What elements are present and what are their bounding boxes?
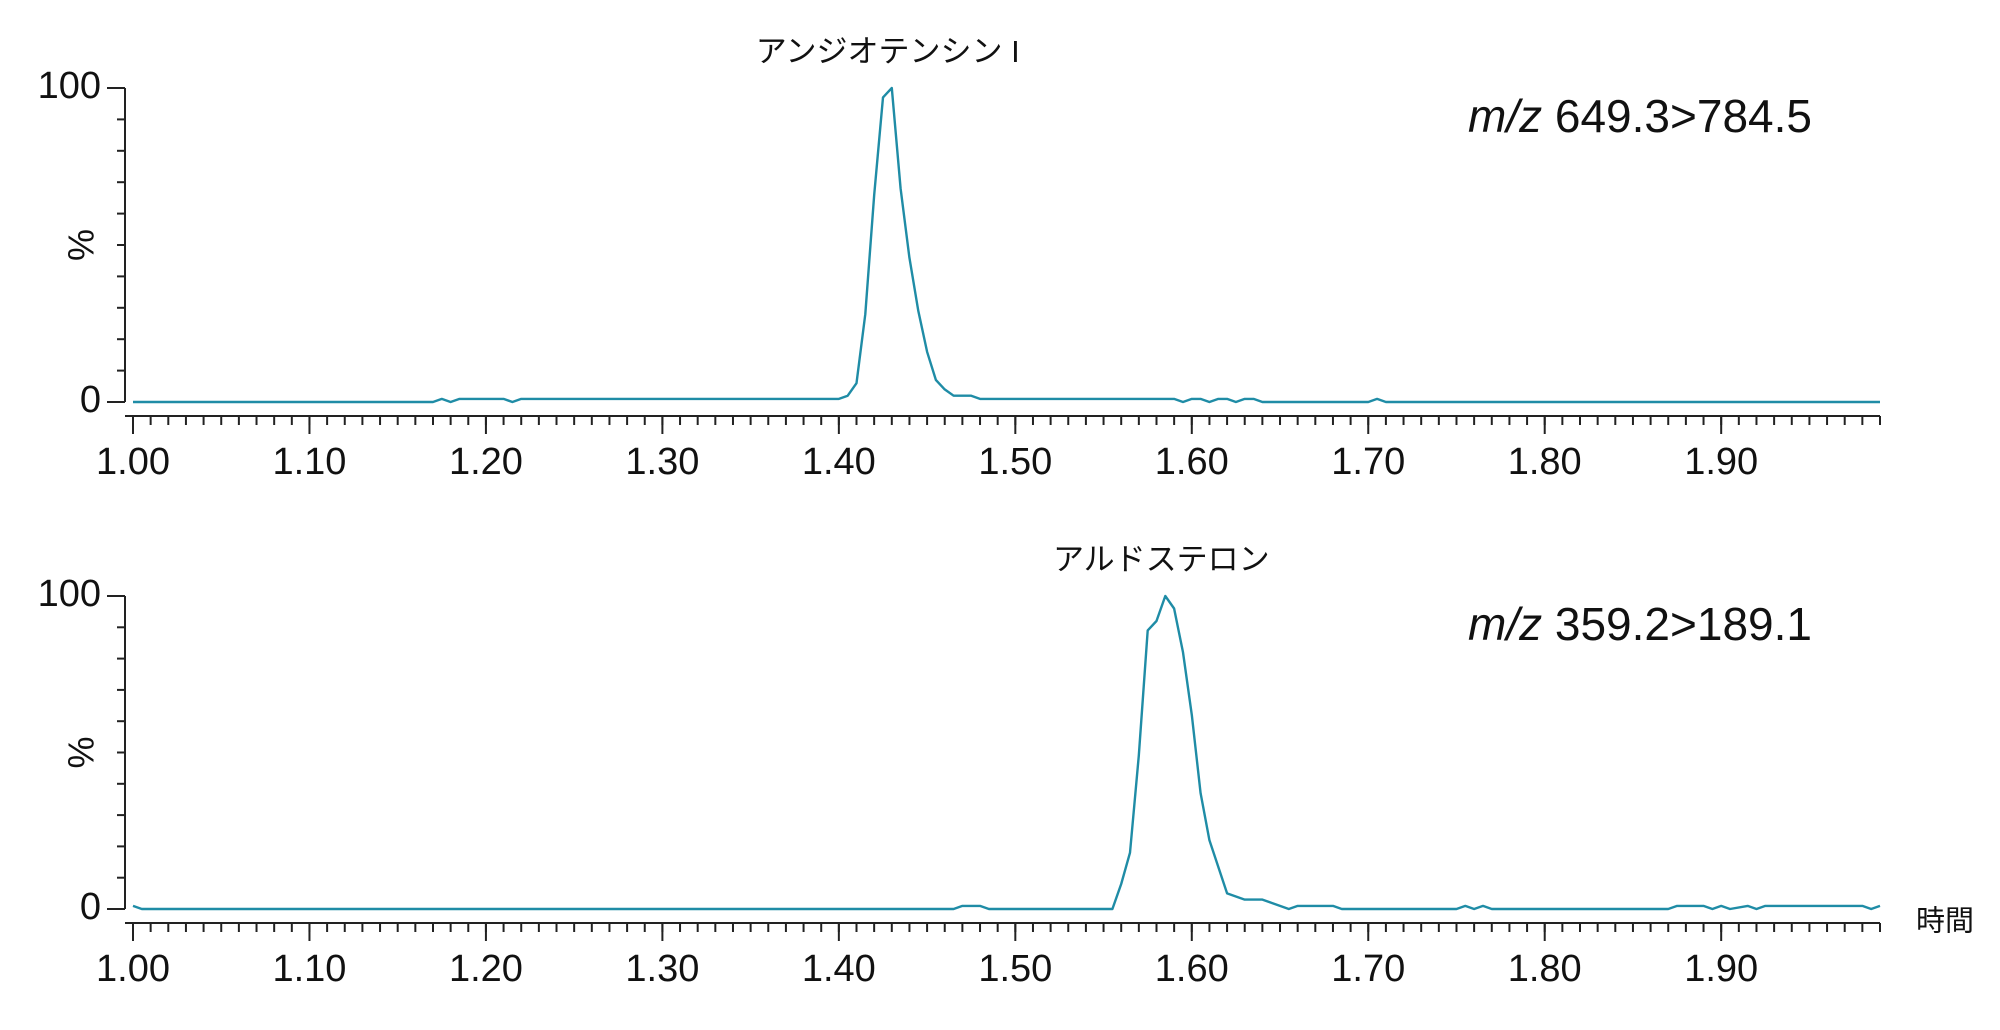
x-tick-label: 1.20 xyxy=(449,948,523,990)
x-tick-label: 1.00 xyxy=(96,441,170,483)
peak-label: アンジオテンシン I xyxy=(756,34,1020,69)
x-tick-label: 1.30 xyxy=(625,441,699,483)
y-tick-label: 100 xyxy=(38,573,101,615)
peak-label: アルドステロン xyxy=(1053,542,1270,577)
x-tick-label: 1.60 xyxy=(1155,948,1229,990)
x-tick-label: 1.70 xyxy=(1331,441,1405,483)
y-tick-label: 0 xyxy=(80,886,101,928)
x-tick-label: 1.30 xyxy=(625,948,699,990)
y-axis-label: % xyxy=(61,229,102,261)
x-tick-label: 1.90 xyxy=(1684,441,1758,483)
x-tick-label: 1.00 xyxy=(96,948,170,990)
x-tick-label: 1.50 xyxy=(978,441,1052,483)
channel-label: m/z 359.2>189.1 xyxy=(1468,598,1812,650)
x-tick-label: 1.90 xyxy=(1684,948,1758,990)
x-axis-label: 時間 xyxy=(1916,905,1974,938)
channel-label: m/z 649.3>784.5 xyxy=(1468,90,1812,142)
x-tick-label: 1.40 xyxy=(802,948,876,990)
x-tick-label: 1.20 xyxy=(449,441,523,483)
x-tick-label: 1.70 xyxy=(1331,948,1405,990)
x-tick-label: 1.50 xyxy=(978,948,1052,990)
chromatogram-line xyxy=(133,86,1880,404)
y-axis-label: % xyxy=(61,736,102,768)
y-tick-label: 100 xyxy=(38,65,101,107)
x-tick-label: 1.10 xyxy=(272,441,346,483)
x-tick-label: 1.40 xyxy=(802,441,876,483)
x-tick-label: 1.80 xyxy=(1508,948,1582,990)
x-tick-label: 1.80 xyxy=(1508,441,1582,483)
chromatogram-line xyxy=(132,594,1881,911)
x-tick-label: 1.60 xyxy=(1155,441,1229,483)
x-tick-label: 1.10 xyxy=(272,948,346,990)
y-tick-label: 0 xyxy=(80,379,101,421)
